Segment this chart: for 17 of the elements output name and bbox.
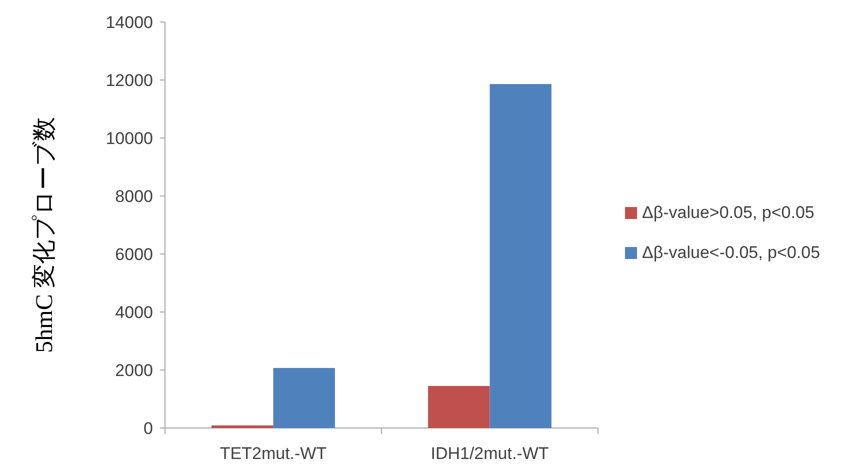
bar (490, 84, 552, 428)
y-tick-label: 14000 (106, 13, 153, 32)
y-tick-label: 6000 (115, 245, 153, 264)
y-tick-label: 0 (144, 419, 153, 438)
x-tick-label: IDH1/2mut.-WT (430, 444, 549, 463)
legend-label: Δβ-value>0.05, p<0.05 (642, 203, 814, 222)
y-tick-label: 10000 (106, 129, 153, 148)
bar (212, 425, 274, 428)
y-tick-label: 4000 (115, 303, 153, 322)
y-tick-label: 12000 (106, 71, 153, 90)
y-tick-label: 8000 (115, 187, 153, 206)
bar (273, 368, 335, 428)
legend-label: Δβ-value<-0.05, p<0.05 (642, 243, 820, 262)
y-tick-label: 2000 (115, 361, 153, 380)
bar (428, 386, 490, 428)
x-tick-label: TET2mut.-WT (220, 444, 327, 463)
y-axis-title: 5hmC 変化プローブ数 (31, 117, 58, 353)
